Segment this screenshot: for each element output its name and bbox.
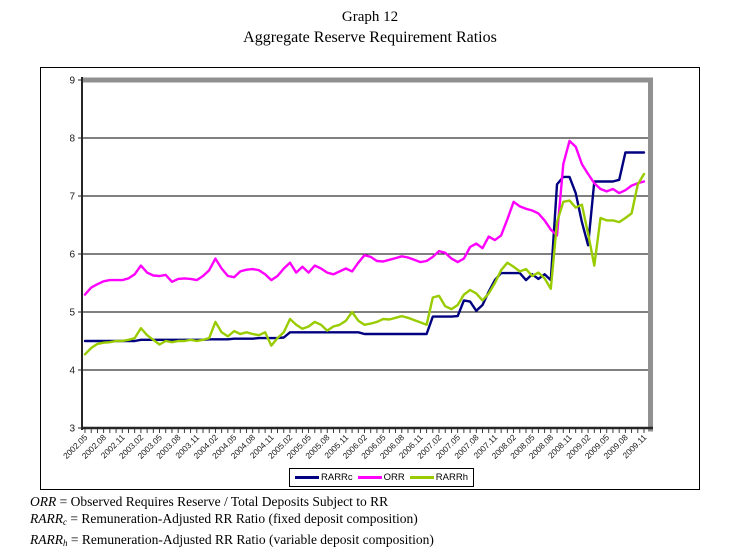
- chart-area: 3 4 5 6 7 8 9 2002.05 2002.08 2002.11 2003.02 2003.…: [40, 67, 700, 490]
- y-axis-label: 7: [69, 192, 75, 203]
- line-chart: 34567892002.052002.082002.112003.022003.…: [61, 76, 653, 461]
- footnote-subscript: h: [63, 538, 68, 548]
- legend-item-RARRh: RARRh: [409, 472, 468, 483]
- footnote-line: RARRh = Remuneration-Adjusted RR Ratio (…: [30, 531, 710, 552]
- y-axis-label: 3: [69, 424, 75, 435]
- chart-header: Graph 12 Aggregate Reserve Requirement R…: [0, 8, 740, 48]
- y-axis-label: 6: [69, 250, 75, 261]
- right-wall: [648, 77, 653, 432]
- legend-item-ORR: ORR: [357, 472, 405, 483]
- top-wall: [82, 77, 653, 83]
- series-line-ORR: [83, 139, 646, 296]
- footnotes: ORR = Observed Requires Reserve / Total …: [30, 493, 710, 552]
- footnote-term: ORR: [30, 494, 57, 509]
- footnote-term: RARR: [30, 511, 63, 526]
- legend-label: ORR: [383, 472, 405, 483]
- legend-swatch-RARRh: [409, 476, 434, 479]
- graph-number: Graph 12: [341, 9, 399, 25]
- footnote-line: ORR = Observed Requires Reserve / Total …: [30, 493, 710, 510]
- footnote-definition: = Observed Requires Reserve / Total Depo…: [56, 494, 389, 509]
- footnote-line: RARRc = Remuneration-Adjusted RR Ratio (…: [30, 510, 710, 531]
- footnote-definition: = Remuneration-Adjusted RR Ratio (variab…: [67, 532, 434, 547]
- legend-item-RARRc: RARRc: [295, 472, 353, 483]
- legend-label: RARRc: [321, 472, 353, 483]
- y-axis-label: 8: [69, 134, 75, 145]
- series-line-RARRh: [83, 172, 646, 356]
- legend-swatch-ORR: [357, 476, 382, 479]
- footnote-term: RARR: [30, 532, 63, 547]
- series-line-RARRc: [83, 151, 646, 343]
- footnote-definition: = Remuneration-Adjusted RR Ratio (fixed …: [67, 511, 418, 526]
- chart-legend: RARRc ORR RARRh: [289, 468, 474, 487]
- y-axis-label: 5: [69, 308, 75, 319]
- y-axis-label: 4: [69, 366, 75, 377]
- y-axis-label: 9: [69, 76, 75, 87]
- graph-title: Aggregate Reserve Requirement Ratios: [243, 29, 497, 46]
- legend-swatch-RARRc: [295, 476, 319, 479]
- legend-label: RARRh: [435, 472, 468, 483]
- footnote-subscript: c: [63, 517, 67, 527]
